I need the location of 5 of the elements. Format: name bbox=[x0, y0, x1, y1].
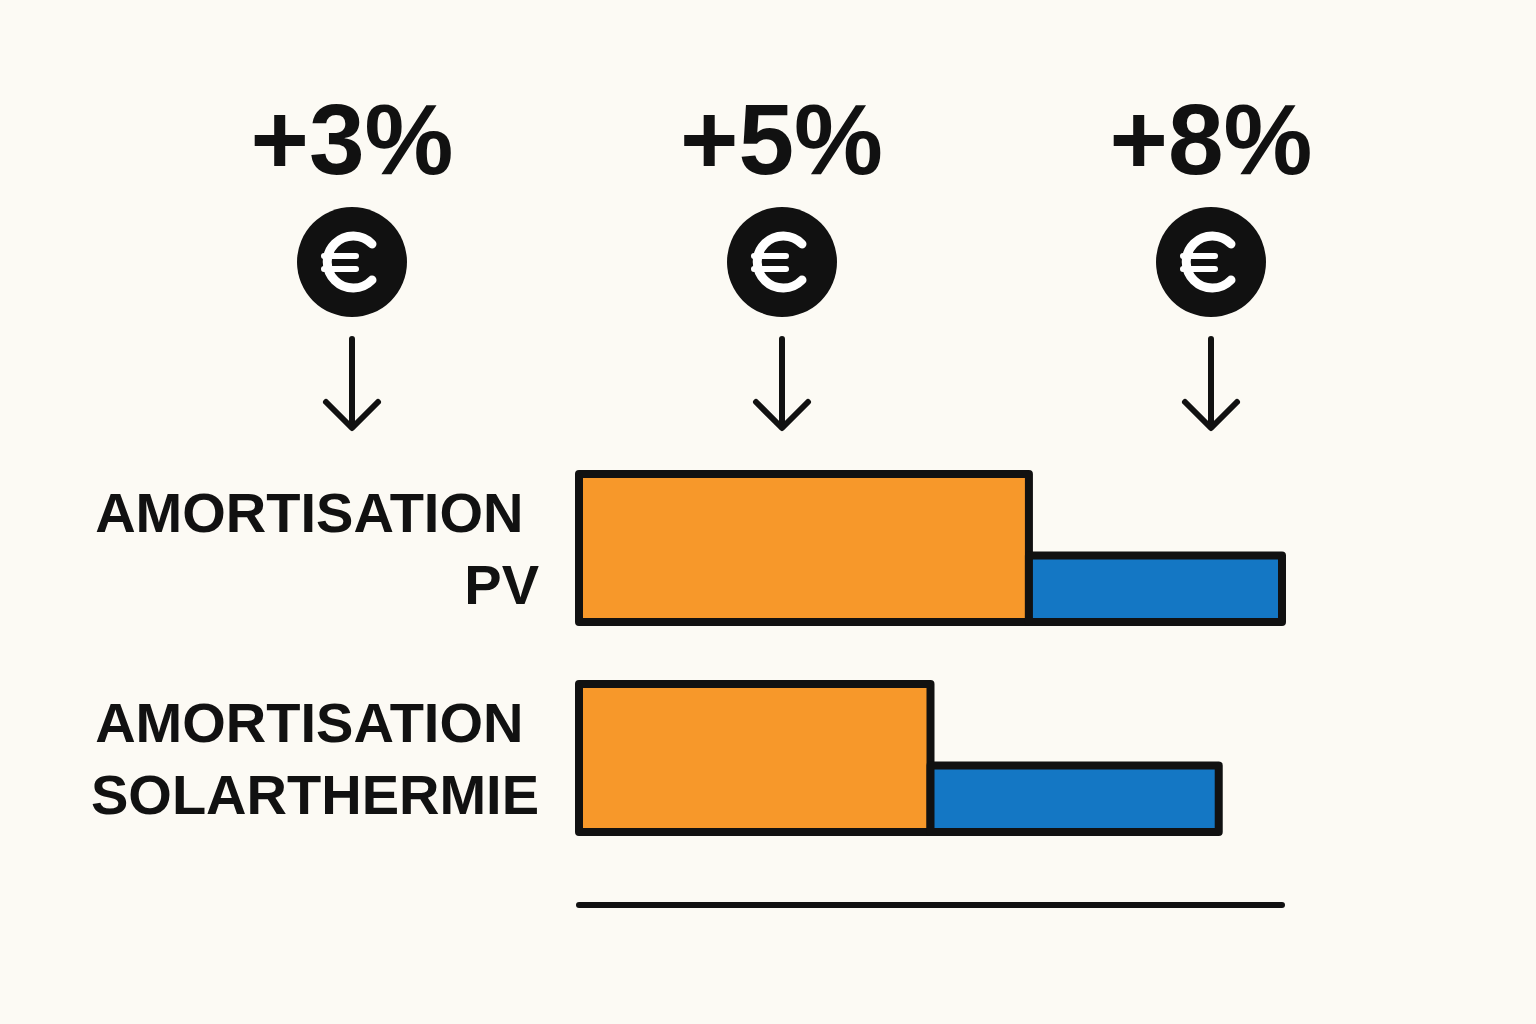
text: +3% bbox=[249, 83, 455, 195]
text: +8% bbox=[1108, 83, 1314, 195]
text: +5% bbox=[679, 83, 884, 195]
y-tick-label: AMORTISATION PV bbox=[95, 480, 539, 616]
y-tick-label: AMORTISATION SOLARTHERMIE bbox=[91, 690, 539, 826]
